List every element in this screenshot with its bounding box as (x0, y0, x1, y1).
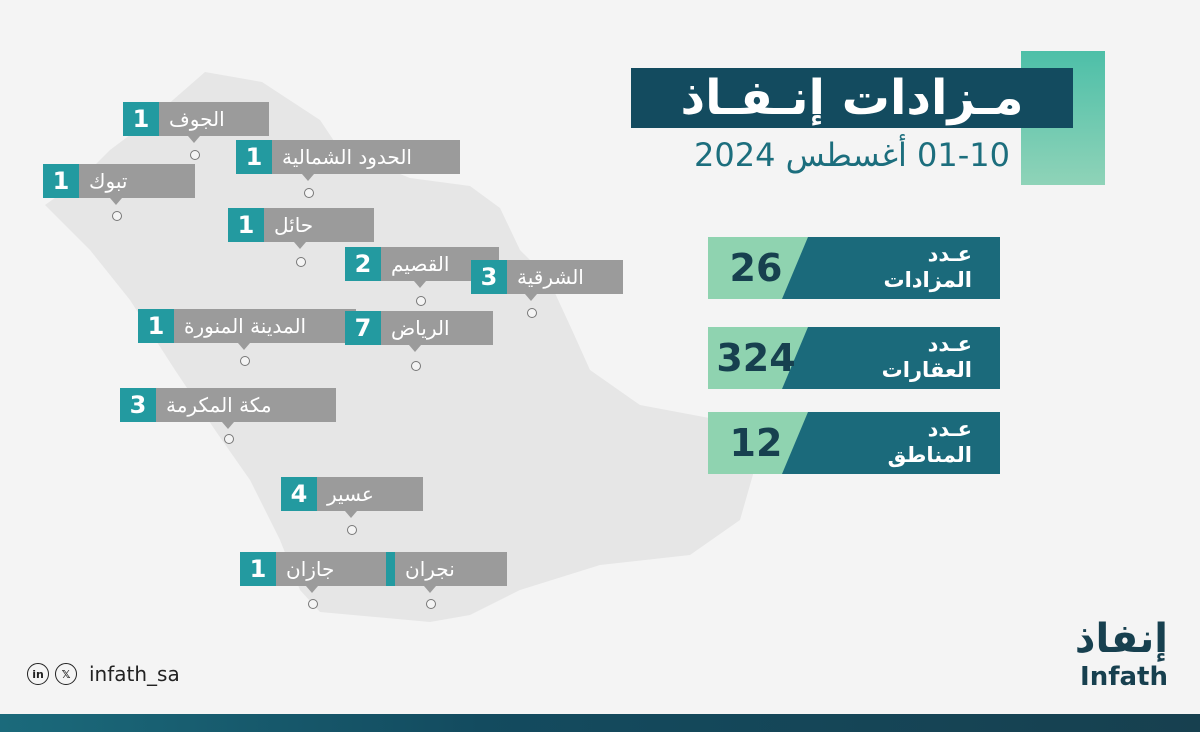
region-label-riyadh: 7 الرياض (345, 311, 493, 345)
stat-label: عـدد المزادات (883, 242, 972, 292)
stat-value: 26 (729, 246, 783, 290)
stat-regions: 12 عـدد المناطق (708, 412, 1000, 474)
region-label-tabuk: 1 تبوك (43, 164, 195, 198)
page-title: مـزادات إنـفـاذ (631, 68, 1073, 128)
stat-auctions: 26 عـدد المزادات (708, 237, 1000, 299)
pin-eastern (527, 308, 537, 318)
social-handle[interactable]: infath_sa (89, 662, 180, 686)
stat-value: 12 (729, 421, 783, 465)
region-label-asir: 4 عسير (281, 477, 423, 511)
linkedin-icon[interactable]: in (27, 663, 49, 685)
stat-label: عـدد المناطق (887, 417, 972, 467)
pin-jouf (190, 150, 200, 160)
logo-arabic: إنفاذ (1074, 616, 1168, 662)
stat-value: 324 (716, 336, 796, 380)
date-range: 01-10 أغسطس 2024 (694, 136, 1010, 174)
social-links: in 𝕏 infath_sa (27, 662, 180, 686)
pin-makkah (224, 434, 234, 444)
x-icon[interactable]: 𝕏 (55, 663, 77, 685)
region-label-jazan: 1 جازان (240, 552, 386, 586)
pin-northern-borders (304, 188, 314, 198)
pin-najran (426, 599, 436, 609)
stat-label: عـدد العقارات (881, 332, 972, 382)
region-label-jouf: 1 الجوف (123, 102, 269, 136)
logo-english: Infath (1080, 662, 1168, 692)
pin-madinah (240, 356, 250, 366)
pin-riyadh (411, 361, 421, 371)
footer-bar (0, 714, 1200, 732)
pin-qassim (416, 296, 426, 306)
region-label-eastern: 3 الشرقية (471, 260, 623, 294)
region-label-hail: 1 حائل (228, 208, 374, 242)
region-label-makkah: 3 مكة المكرمة (120, 388, 336, 422)
region-label-northern-borders: 1 الحدود الشمالية (236, 140, 460, 174)
pin-jazan (308, 599, 318, 609)
region-label-madinah: 1 المدينة المنورة (138, 309, 356, 343)
pin-hail (296, 257, 306, 267)
pin-tabuk (112, 211, 122, 221)
stat-properties: 324 عـدد العقارات (708, 327, 1000, 389)
pin-asir (347, 525, 357, 535)
